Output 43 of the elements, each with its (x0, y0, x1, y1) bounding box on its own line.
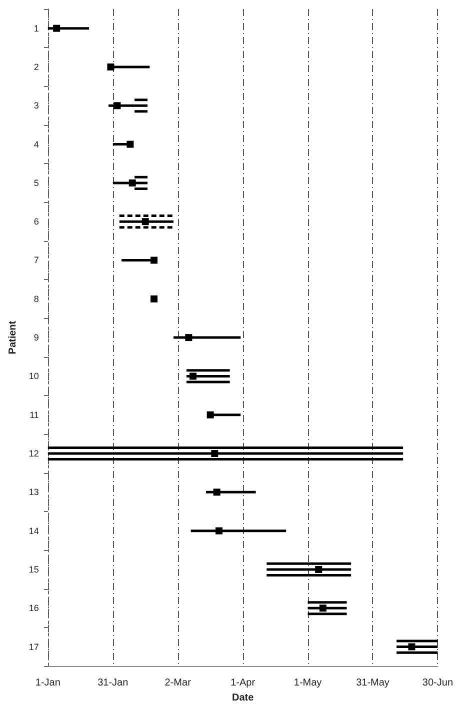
y-tick-label: 7 (34, 255, 39, 266)
x-axis-title: Date (232, 692, 254, 704)
point (107, 63, 114, 70)
y-tick-label: 1 (34, 23, 39, 34)
y-tick-label: 2 (34, 62, 39, 72)
point (128, 179, 136, 186)
y-tick-label: 11 (30, 410, 39, 420)
y-tick-label: 16 (28, 603, 39, 614)
y-tick-label: 17 (28, 642, 39, 652)
point (126, 140, 134, 148)
point (114, 102, 121, 110)
y-tick-label: 14 (28, 526, 39, 536)
point (315, 566, 322, 573)
y-tick-label: 15 (28, 564, 39, 574)
point (215, 527, 222, 534)
x-tick-label: 31-Jan (98, 678, 128, 689)
x-tick-label: 1-May (294, 678, 322, 689)
point (206, 411, 214, 418)
y-tick-label: 10 (28, 371, 39, 382)
point (142, 218, 149, 226)
y-tick-label: 13 (28, 487, 39, 498)
x-tick-label: 1-Jan (35, 678, 60, 689)
point (53, 24, 60, 32)
x-tick-label: 1-Apr (230, 678, 256, 689)
y-tick-label: 12 (28, 448, 39, 459)
y-axis-title: Patient (8, 320, 18, 354)
point (211, 450, 218, 458)
y-tick-label: 4 (34, 139, 39, 150)
y-tick-label: 8 (34, 294, 39, 304)
point (213, 488, 220, 496)
y-tick-label: 6 (34, 216, 39, 227)
x-tick-label: 2-Mar (164, 678, 192, 689)
point (190, 372, 197, 380)
y-tick-label: 5 (34, 178, 39, 188)
y-tick-label: 9 (34, 332, 39, 343)
point (185, 334, 192, 342)
point (150, 295, 158, 302)
x-tick-label: 30-Jun (422, 678, 453, 689)
point (150, 256, 158, 264)
point (319, 604, 326, 612)
point (408, 643, 416, 650)
y-tick-label: 3 (34, 100, 39, 111)
x-tick-label: 31-May (356, 678, 390, 689)
